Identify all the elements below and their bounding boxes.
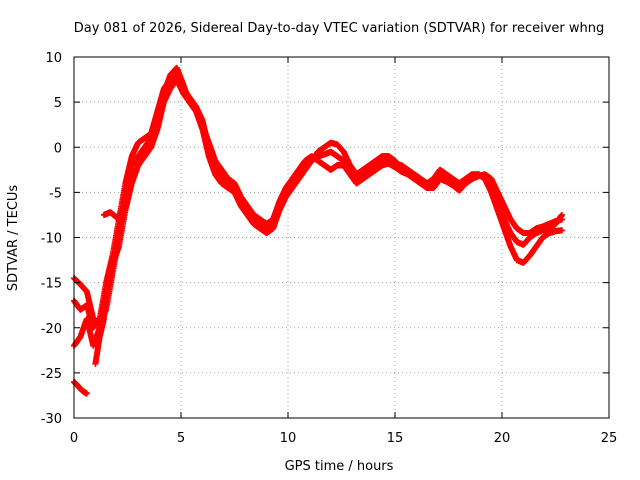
x-tick-label: 0	[70, 431, 78, 446]
y-tick-label: 0	[54, 141, 62, 156]
y-tick-label: -5	[49, 186, 62, 201]
y-tick-label: -15	[41, 277, 62, 292]
y-tick-label: 10	[45, 51, 62, 66]
grid-lines	[74, 57, 609, 418]
y-tick-label: -30	[41, 412, 62, 427]
x-tick-label: 10	[280, 431, 297, 446]
x-tick-label: 20	[494, 431, 511, 446]
x-tick-label: 15	[387, 431, 404, 446]
chart-title: Day 081 of 2026, Sidereal Day-to-day VTE…	[74, 21, 605, 36]
y-tick-label: -20	[41, 322, 62, 337]
x-axis-label: GPS time / hours	[285, 459, 394, 474]
data-points	[71, 64, 565, 397]
x-tick-label: 5	[177, 431, 185, 446]
data-point	[558, 227, 565, 234]
tick-labels: 0 5 10 15 20 25 -30 -25 -20 -15 -10 -5 0 5 10	[41, 51, 618, 446]
y-tick-label: -25	[41, 367, 62, 382]
x-tick-label: 25	[601, 431, 618, 446]
y-tick-label: -10	[41, 232, 62, 247]
y-tick-label: 5	[54, 96, 62, 111]
y-axis-label: SDTVAR / TECUs	[6, 185, 21, 292]
